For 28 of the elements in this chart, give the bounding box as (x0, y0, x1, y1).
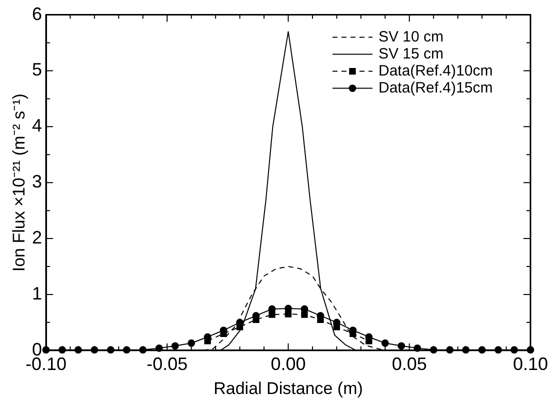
point (188, 339, 196, 347)
point (268, 311, 276, 318)
y-tick-label: 1 (32, 283, 42, 304)
point (284, 310, 292, 318)
point (381, 339, 389, 347)
point (204, 338, 211, 344)
x-tick-label: 0.00 (270, 354, 306, 374)
point (252, 316, 260, 323)
legend-label: SV 15 cm (378, 45, 444, 62)
legend-label: Data(Ref.4)15cm (378, 79, 493, 96)
point (171, 342, 179, 350)
point (301, 311, 308, 318)
y-tick-label: 2 (32, 228, 42, 248)
y-tick-label: 4 (32, 116, 42, 136)
point (333, 324, 340, 330)
x-axis-title: Radial Distance (m) (214, 379, 363, 398)
y-axis-title: Ion Flux ×10⁻²¹ (m⁻² s⁻¹) (10, 94, 29, 272)
legend-label: SV 10 cm (378, 28, 444, 46)
y-tick-label: 6 (32, 4, 42, 24)
point (317, 316, 324, 323)
y-tick-label: 3 (32, 172, 42, 192)
point (398, 342, 406, 350)
x-tick-label: -0.05 (146, 354, 188, 374)
x-tick-label: 0.10 (512, 354, 548, 374)
legend-label: Data(Ref.4)10cm (378, 62, 493, 80)
y-tick-label: 5 (32, 60, 42, 80)
x-tick-label: 0.05 (392, 354, 427, 374)
point (366, 338, 372, 344)
